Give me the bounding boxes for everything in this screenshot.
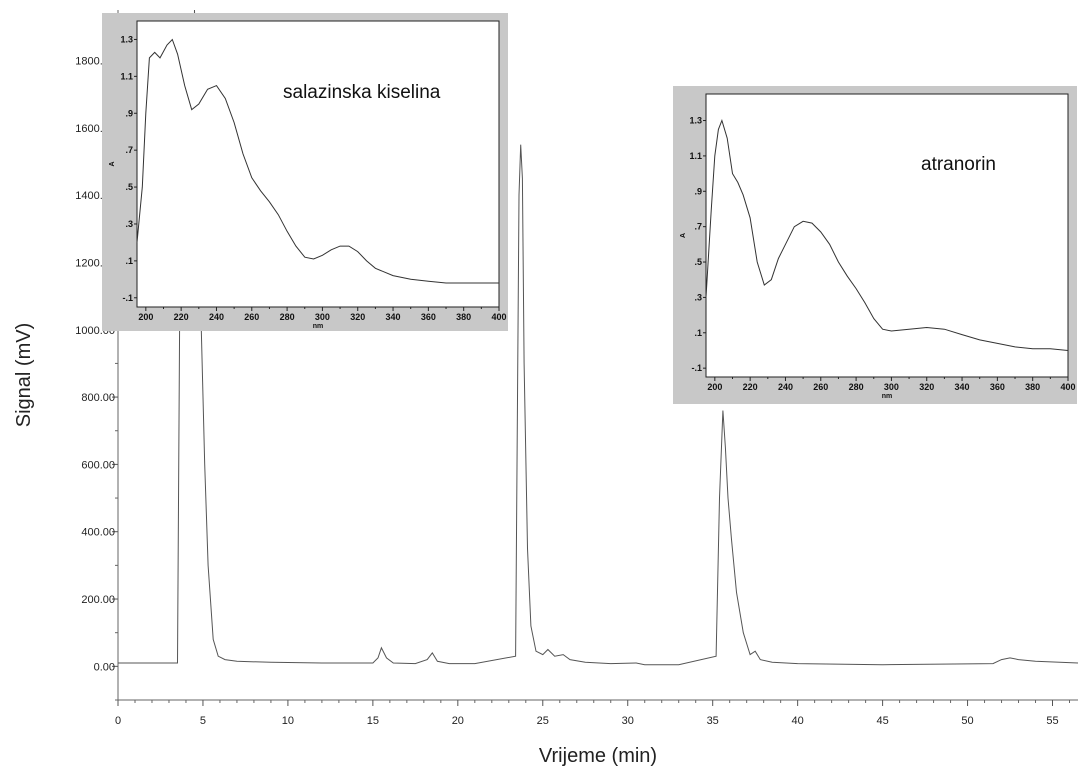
inset-x-tick-label: 380 — [456, 312, 471, 322]
y-tick-label: 800.00 — [81, 392, 115, 404]
inset-y-tick-label: 1.1 — [120, 71, 133, 81]
inset-x-tick-label: 340 — [386, 312, 401, 322]
inset-x-tick-label: 200 — [138, 312, 153, 322]
inset-x-tick-label: 340 — [955, 382, 970, 392]
x-axis-title: Vrijeme (min) — [539, 745, 657, 767]
inset-y-tick-label: 1.3 — [689, 116, 702, 126]
inset-y-axis-unit: A — [109, 161, 116, 166]
inset-x-tick-label: 360 — [421, 312, 436, 322]
x-tick-label: 45 — [876, 715, 888, 727]
x-tick-label: 10 — [282, 715, 294, 727]
inset-y-tick-label: .9 — [125, 108, 133, 118]
inset-x-tick-label: 240 — [209, 312, 224, 322]
x-tick-label: 30 — [622, 715, 634, 727]
inset-spectrum-line — [136, 38, 499, 284]
y-tick-label: 600.00 — [81, 459, 115, 471]
y-tick-label: 400.00 — [81, 527, 115, 539]
y-tick-label: 200.00 — [81, 594, 115, 606]
inset-x-tick-label: 220 — [174, 312, 189, 322]
inset-x-tick-label: 360 — [990, 382, 1005, 392]
inset-y-tick-label: .9 — [694, 186, 702, 196]
inset-x-tick-label: 260 — [244, 312, 259, 322]
x-tick-label: 25 — [537, 715, 549, 727]
inset-x-tick-label: 400 — [1060, 382, 1075, 392]
inset-y-tick-label: -.1 — [122, 293, 133, 303]
inset-x-tick-label: 240 — [778, 382, 793, 392]
inset-y-tick-label: .3 — [125, 219, 133, 229]
inset-y-axis-unit: A — [680, 233, 687, 238]
inset-spectrum-line — [705, 118, 1069, 351]
inset-x-tick-label: 220 — [743, 382, 758, 392]
inset-y-tick-label: .7 — [694, 222, 702, 232]
inset-x-tick-label: 200 — [707, 382, 722, 392]
x-tick-label: 55 — [1046, 715, 1058, 727]
inset-x-tick-label: 300 — [884, 382, 899, 392]
inset-x-tick-label: 280 — [280, 312, 295, 322]
inset-x-axis-unit: nm — [882, 393, 893, 400]
inset-x-tick-label: 280 — [849, 382, 864, 392]
inset-x-tick-label: 320 — [350, 312, 365, 322]
inset-atranorin: 200 220 240 260 280 300 320 340 360 380 400 -.1 .1.… — [673, 86, 1077, 404]
x-tick-label: 20 — [452, 715, 464, 727]
inset-y-tick-label: .5 — [694, 257, 702, 267]
x-tick-label: 15 — [367, 715, 379, 727]
y-tick-label: 0.00 — [94, 661, 115, 673]
inset-y-tick-label: .5 — [125, 182, 133, 192]
inset-y-tick-label: .1 — [125, 256, 133, 266]
inset-x-tick-label: 300 — [315, 312, 330, 322]
x-tick-label: 40 — [792, 715, 804, 727]
x-tick-label: 5 — [200, 715, 206, 727]
inset-plot-area — [705, 93, 1069, 378]
inset-compound-label: atranorin — [921, 154, 996, 175]
x-tick-label: 35 — [707, 715, 719, 727]
inset-y-tick-label: 1.1 — [689, 151, 702, 161]
inset-x-tick-label: 320 — [919, 382, 934, 392]
inset-y-tick-label: -.1 — [691, 363, 702, 373]
y-axis-title: Signal (mV) — [13, 323, 35, 427]
inset-y-tick-label: .7 — [125, 145, 133, 155]
inset-y-tick-label: 1.3 — [120, 34, 133, 44]
x-tick-label: 0 — [115, 715, 121, 727]
inset-x-axis-unit: nm — [313, 323, 324, 330]
inset-y-tick-label: .1 — [694, 328, 702, 338]
chromatogram-series-line — [118, 9, 1079, 666]
inset-y-tick-label: .3 — [694, 292, 702, 302]
inset-compound-label: salazinska kiselina — [283, 82, 441, 103]
inset-x-tick-label: 400 — [491, 312, 506, 322]
inset-plot-area — [136, 20, 500, 308]
x-tick-label: 50 — [961, 715, 973, 727]
inset-salazinska-kiselina: 200 220 240 260 280 300 320 340 360 380 400 -.1 .1.… — [102, 13, 508, 331]
inset-x-tick-label: 260 — [813, 382, 828, 392]
inset-x-tick-label: 380 — [1025, 382, 1040, 392]
